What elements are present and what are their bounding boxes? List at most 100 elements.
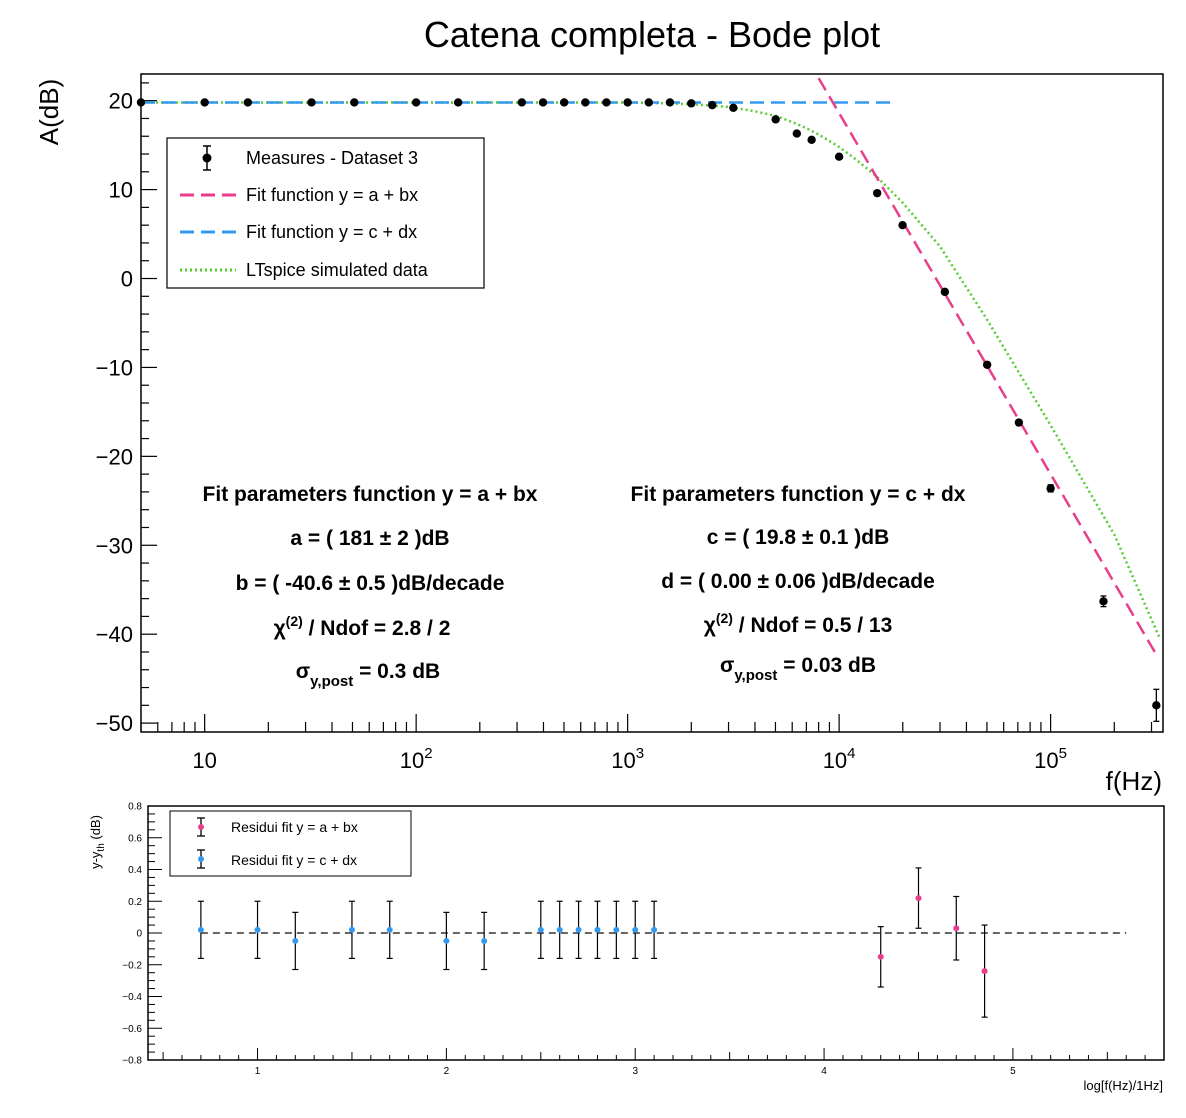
data-point [1046, 484, 1055, 493]
data-point [1099, 597, 1108, 606]
data-point [708, 100, 717, 110]
data-point [443, 937, 450, 944]
data-point [651, 926, 658, 933]
measure-point [307, 98, 316, 107]
fit-ab-param-a: a = ( 181 ± 2 )dB [290, 527, 449, 550]
x-tick-label: 2 [444, 1066, 450, 1077]
data-point [953, 925, 960, 932]
data-point [453, 98, 463, 107]
residual-point [254, 900, 261, 960]
measure-point [687, 99, 696, 108]
fit-ab-param-b: b = ( -40.6 ± 0.5 )dB/decade [236, 572, 505, 595]
legend-label-measures: Measures - Dataset 3 [246, 148, 418, 168]
measure-point [708, 100, 717, 110]
x-tick-label: 5 [1010, 1066, 1016, 1077]
y-tick-label: 0 [136, 929, 142, 940]
y-tick-label: −0.6 [122, 1024, 142, 1035]
legend-label-fit-ab: Fit function y = a + bx [246, 185, 418, 205]
fit-cd-heading: Fit parameters function y = c + dx [631, 483, 966, 506]
measure-point [136, 98, 146, 107]
residual-point [915, 867, 922, 929]
measure-point [771, 115, 780, 124]
residual-point [981, 924, 988, 1018]
residual-point [537, 900, 544, 960]
measure-point [200, 98, 209, 107]
residual-point [877, 926, 884, 988]
y-tick-label: −30 [96, 533, 133, 558]
legend-marker-measures [202, 145, 212, 171]
fit-cd-sigma: σy,post = 0.03 dB [720, 654, 876, 684]
measure-points [136, 98, 1161, 722]
residui-ab-points [877, 867, 988, 1018]
data-point [292, 937, 299, 944]
data-point [348, 926, 355, 933]
y-tick-label: −20 [96, 444, 133, 469]
x-tick-label: 1 [255, 1066, 261, 1077]
chart-title: Catena completa - Bode plot [424, 14, 880, 55]
fit-ab-line [817, 77, 1159, 658]
data-point [834, 152, 844, 161]
legend-label-ltspice: LTspice simulated data [246, 260, 429, 280]
x-tick-label: 4 [821, 1066, 827, 1077]
fit-ab-heading: Fit parameters function y = a + bx [203, 483, 538, 506]
fit-cd-chi2: χ(2) / Ndof = 0.5 / 13 [704, 610, 893, 637]
fit-cd-param-c: c = ( 19.8 ± 0.1 )dB [707, 526, 890, 549]
y-tick-label: 20 [109, 89, 133, 114]
data-point [575, 926, 582, 933]
measure-point [581, 98, 590, 107]
residual-point [651, 900, 658, 960]
data-point [915, 895, 922, 902]
data-point [613, 926, 620, 933]
residual-point [594, 900, 601, 960]
measure-point [644, 98, 653, 107]
bottom-x-axis-label: log[f(Hz)/1Hz] [1084, 1078, 1163, 1093]
data-point [877, 953, 884, 960]
measure-point [792, 129, 802, 138]
x-tick-label: 103 [611, 745, 644, 773]
residual-point [613, 900, 620, 960]
residual-point [443, 911, 450, 971]
measure-point [834, 152, 844, 161]
measure-point [602, 98, 611, 107]
measure-point [453, 98, 463, 107]
x-tick-label: 104 [823, 745, 856, 773]
data-point [1014, 418, 1024, 427]
measure-point [1014, 418, 1024, 427]
measure-point [1046, 484, 1055, 493]
data-point [136, 98, 146, 107]
measure-point [1152, 688, 1161, 722]
data-point [623, 98, 632, 107]
data-point [687, 99, 696, 108]
y-tick-label: −50 [96, 711, 133, 736]
measure-point [623, 98, 632, 107]
data-point [200, 98, 209, 107]
residual-point [197, 900, 204, 960]
data-point [556, 926, 563, 933]
data-point [254, 926, 261, 933]
data-point [602, 98, 611, 107]
y-tick-label: 0.6 [128, 833, 142, 844]
measure-point [729, 103, 738, 112]
data-point [411, 98, 421, 107]
top-x-axis-label: f(Hz) [1106, 766, 1162, 796]
residual-point [386, 900, 393, 960]
bottom-y-axis-label: y-yth (dB) [88, 815, 107, 869]
measure-point [872, 188, 882, 198]
x-tick-label: 102 [400, 745, 433, 773]
measure-point [807, 135, 816, 144]
data-point [632, 926, 639, 933]
data-point [665, 98, 675, 107]
data-point [898, 220, 907, 230]
measure-point [898, 220, 907, 230]
legend-marker-residui-cd [197, 849, 205, 869]
bottom-legend: Residui fit y = a + bx Residui fit y = c… [169, 810, 412, 877]
residual-point [556, 900, 563, 960]
measure-point [1099, 595, 1108, 608]
data-point [307, 98, 316, 107]
fit-ab-chi2: χ(2) / Ndof = 2.8 / 2 [274, 613, 451, 640]
legend-label-residui-cd: Residui fit y = c + dx [231, 852, 357, 868]
fit-cd-param-d: d = ( 0.00 ± 0.06 )dB/decade [661, 570, 935, 593]
data-point [481, 937, 488, 944]
y-tick-label: 10 [109, 178, 133, 203]
y-tick-label: 0 [121, 267, 133, 292]
